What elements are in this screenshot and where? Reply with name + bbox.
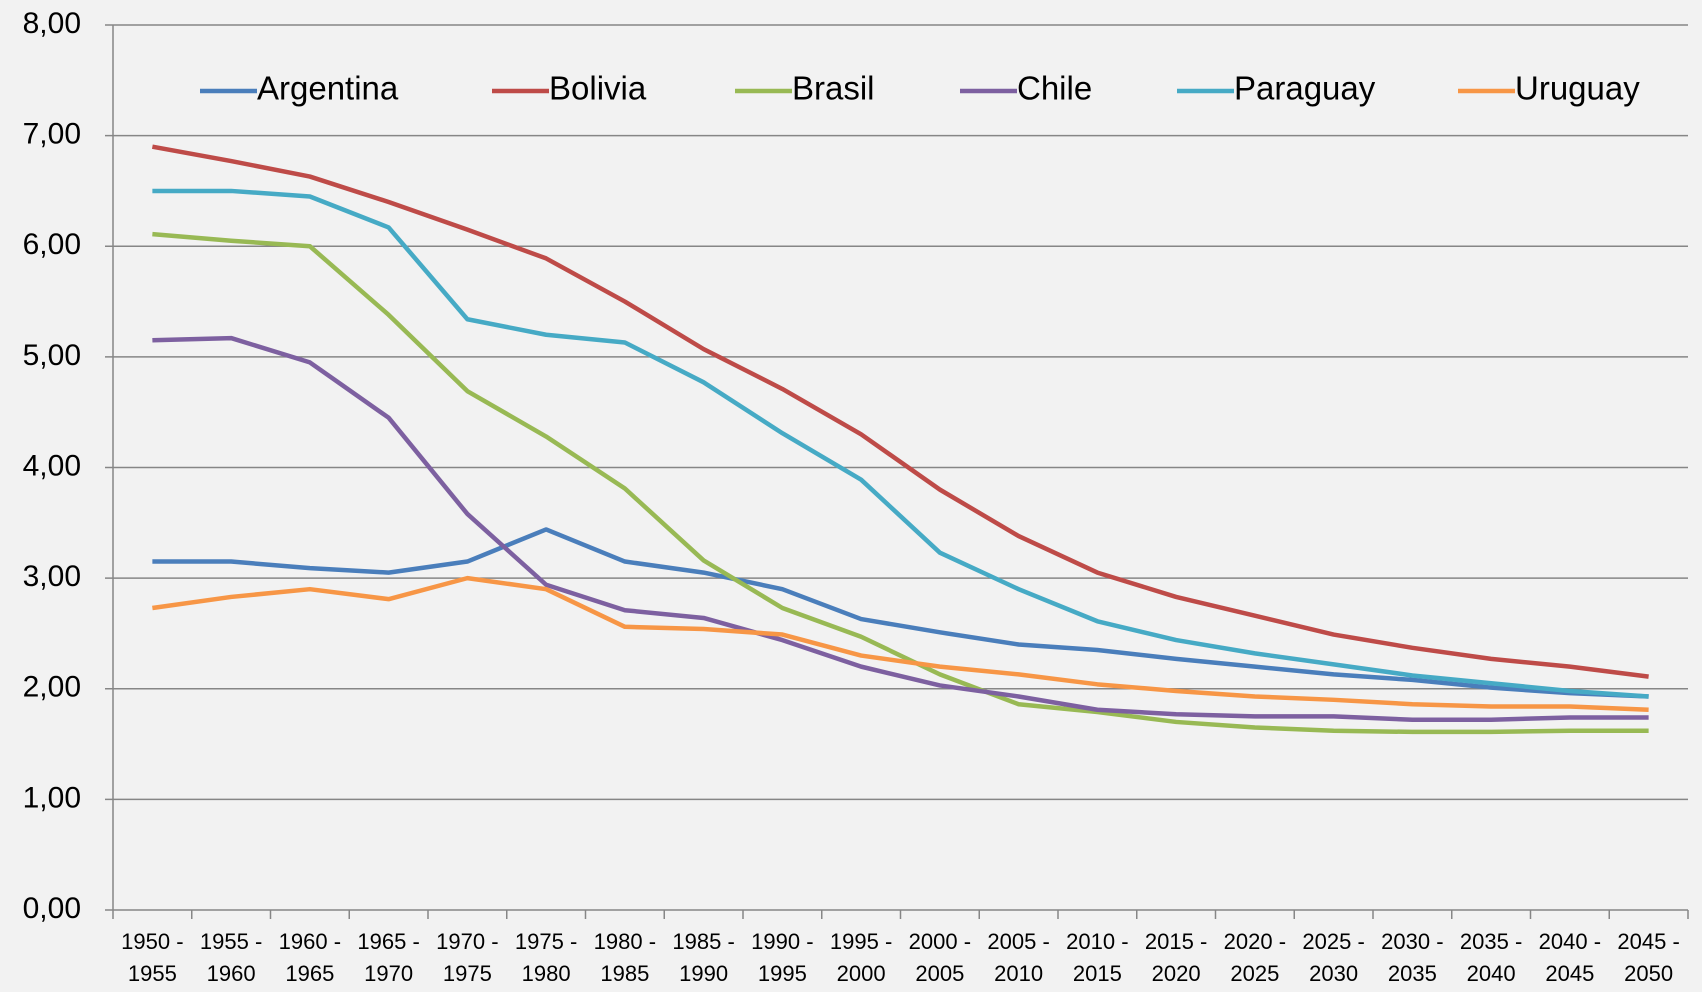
x-tick-label: 2005 - 2010: [987, 926, 1051, 990]
x-tick-label: 2015 - 2020: [1144, 926, 1208, 990]
x-tick-label: 1990 - 1995: [750, 926, 814, 990]
x-tick-label: 2040 - 2045: [1538, 926, 1602, 990]
legend-label: Paraguay: [1234, 70, 1376, 107]
line-series: [152, 191, 1648, 697]
legend-label: Argentina: [257, 70, 399, 107]
line-series: [152, 578, 1648, 710]
legend-label: Chile: [1017, 70, 1092, 107]
chart-svg: 0,00 1,00 2,00 3,00 4,00 5,00 6,00 7,00 8,00 Arge…: [0, 0, 1702, 992]
x-tick-label: 1980 - 1985: [593, 926, 657, 990]
x-tick-label: 1960 - 1965: [278, 926, 342, 990]
x-tick-label: 1975 - 1980: [514, 926, 578, 990]
x-tick-label: 1985 - 1990: [672, 926, 736, 990]
y-tick-label: 7,00: [23, 118, 81, 151]
legend-label: Brasil: [792, 70, 875, 107]
y-tick-label: 6,00: [23, 228, 81, 261]
chart: 0,00 1,00 2,00 3,00 4,00 5,00 6,00 7,00 8,00 Arge…: [0, 0, 1702, 992]
x-tick-label: 1955 - 1960: [199, 926, 263, 990]
y-tick-label: 1,00: [23, 781, 81, 814]
y-tick-label: 4,00: [23, 449, 81, 482]
legend-label: Uruguay: [1515, 70, 1640, 107]
y-tick-label: 8,00: [23, 7, 81, 40]
x-tick-label: 2000 - 2005: [908, 926, 972, 990]
x-tick-label: 1995 - 2000: [829, 926, 893, 990]
line-series: [152, 234, 1648, 732]
x-tick-label: 2035 - 2040: [1459, 926, 1523, 990]
x-tick-label: 2030 - 2035: [1380, 926, 1444, 990]
line-series: [152, 529, 1648, 696]
y-tick-label: 5,00: [23, 339, 81, 372]
y-tick-label: 0,00: [23, 892, 81, 925]
x-tick-label: 2045 - 2050: [1617, 926, 1681, 990]
x-tick-label: 1970 - 1975: [435, 926, 499, 990]
y-tick-label: 3,00: [23, 560, 81, 593]
x-tick-label: 2025 - 2030: [1302, 926, 1366, 990]
legend-label: Bolivia: [549, 70, 647, 107]
x-tick-label: 1950 - 1955: [120, 926, 184, 990]
x-tick-label: 1965 - 1970: [357, 926, 421, 990]
y-tick-label: 2,00: [23, 671, 81, 704]
x-tick-label: 2020 - 2025: [1223, 926, 1287, 990]
x-tick-label: 2010 - 2015: [1065, 926, 1129, 990]
